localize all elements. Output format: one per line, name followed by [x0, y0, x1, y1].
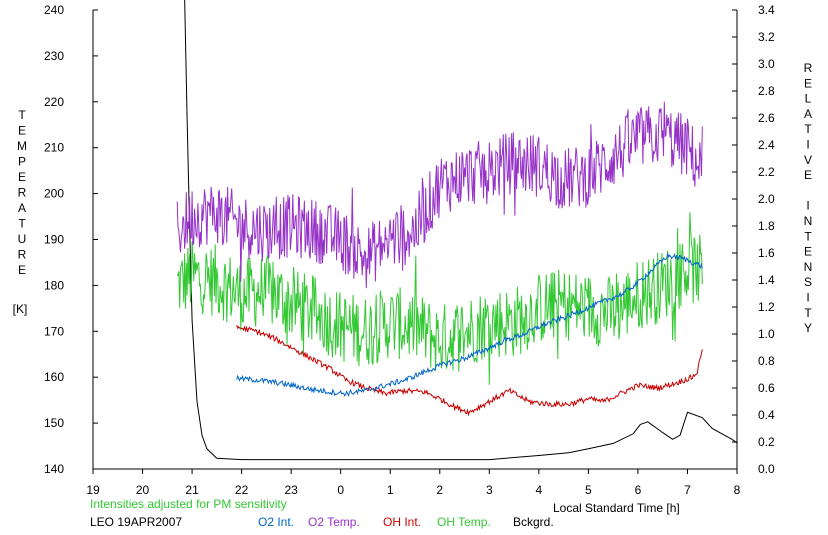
right-tick-label: 1.2	[758, 300, 775, 314]
right-tick-label: 2.2	[758, 165, 775, 179]
axis-labels: 1401501601701801902002102202302400.00.20…	[13, 3, 813, 497]
right-tick-label: 0.8	[758, 354, 775, 368]
series-line-oh-temp	[176, 212, 703, 385]
right-axis-title-letter: I	[806, 199, 809, 213]
x-tick-label: 23	[284, 483, 298, 497]
left-tick-label: 210	[44, 141, 64, 155]
right-axis-title-letter: S	[804, 275, 812, 289]
x-tick-label: 1	[387, 483, 394, 497]
series-line-bckgrd	[184, 0, 737, 461]
left-tick-label: 220	[44, 95, 64, 109]
right-tick-label: 1.8	[758, 219, 775, 233]
right-tick-label: 2.4	[758, 138, 775, 152]
right-tick-label: 3.4	[758, 3, 775, 17]
axes	[92, 9, 738, 474]
x-tick-label: 21	[185, 483, 199, 497]
right-tick-label: 3.0	[758, 57, 775, 71]
x-tick-label: 6	[635, 483, 642, 497]
x-axis-title: Local Standard Time [h]	[553, 501, 680, 515]
right-axis-title-letter: I	[806, 291, 809, 305]
x-tick-label: 20	[136, 483, 150, 497]
right-tick-label: 0.2	[758, 435, 775, 449]
left-tick-label: 180	[44, 278, 64, 292]
left-axis-unit: [K]	[13, 302, 28, 316]
left-axis-title-letter: R	[18, 248, 27, 262]
left-axis-title-letter: E	[18, 170, 26, 184]
right-axis-title-letter: T	[804, 122, 812, 136]
left-axis-title-letter: E	[18, 124, 26, 138]
left-axis-title-letter: M	[17, 139, 27, 153]
left-tick-label: 150	[44, 416, 64, 430]
right-axis-title-letter: I	[806, 138, 809, 152]
legend: O2 Int. O2 Temp. OH Int. OH Temp. Bckgrd.	[258, 515, 554, 529]
legend-item: Bckgrd.	[513, 515, 554, 529]
station-label: LEO 19APR2007	[90, 515, 182, 529]
x-tick-label: 0	[337, 483, 344, 497]
right-axis-title-letter: R	[804, 61, 813, 75]
left-tick-label: 170	[44, 324, 64, 338]
right-axis-title-letter: N	[804, 214, 813, 228]
left-tick-label: 230	[44, 49, 64, 63]
right-axis-title-letter: A	[804, 107, 812, 121]
right-axis-title-letter: Y	[804, 321, 812, 335]
right-tick-label: 3.2	[758, 30, 775, 44]
left-axis-title-letter: T	[18, 108, 26, 122]
right-axis-title-letter: T	[804, 306, 812, 320]
plot-area	[176, 0, 737, 461]
x-tick-label: 3	[486, 483, 493, 497]
left-tick-label: 190	[44, 233, 64, 247]
x-tick-label: 22	[235, 483, 249, 497]
legend-item: O2 Temp.	[308, 515, 360, 529]
right-tick-label: 2.6	[758, 111, 775, 125]
right-axis-title-letter: E	[804, 245, 812, 259]
x-tick-label: 19	[86, 483, 100, 497]
left-tick-label: 240	[44, 3, 64, 17]
x-tick-label: 5	[585, 483, 592, 497]
x-tick-label: 4	[536, 483, 543, 497]
right-tick-label: 1.6	[758, 246, 775, 260]
left-tick-label: 160	[44, 370, 64, 384]
right-tick-label: 0.6	[758, 381, 775, 395]
x-tick-label: 8	[734, 483, 741, 497]
series-line-o2-temp	[176, 101, 703, 289]
left-axis-title-letter: P	[18, 155, 26, 169]
right-tick-label: 0.4	[758, 408, 775, 422]
right-axis-title-letter: N	[804, 260, 813, 274]
sensitivity-note: Intensities adjusted for PM sensitivity	[90, 497, 287, 511]
legend-item: OH Temp.	[437, 515, 491, 529]
x-tick-label: 2	[436, 483, 443, 497]
legend-item: OH Int.	[383, 515, 421, 529]
right-axis-title-letter: E	[804, 76, 812, 90]
right-axis-title-letter: L	[805, 92, 812, 106]
left-axis-title-letter: T	[18, 217, 26, 231]
left-axis-title-letter: U	[18, 232, 27, 246]
right-tick-label: 1.0	[758, 327, 775, 341]
right-axis-title-letter: T	[804, 229, 812, 243]
series-line-oh-int	[236, 324, 703, 417]
left-tick-label: 200	[44, 187, 64, 201]
right-tick-label: 0.0	[758, 462, 775, 476]
right-tick-label: 2.0	[758, 192, 775, 206]
right-tick-label: 1.4	[758, 273, 775, 287]
x-tick-label: 7	[684, 483, 691, 497]
series-line-o2-int	[236, 253, 703, 397]
right-tick-label: 2.8	[758, 84, 775, 98]
right-axis-title-letter: V	[804, 153, 812, 167]
left-axis-title-letter: E	[18, 263, 26, 277]
left-tick-label: 140	[44, 462, 64, 476]
legend-item: O2 Int.	[258, 515, 294, 529]
left-axis-title-letter: R	[18, 186, 27, 200]
right-axis-title-letter: E	[804, 168, 812, 182]
left-axis-title-letter: A	[18, 201, 26, 215]
